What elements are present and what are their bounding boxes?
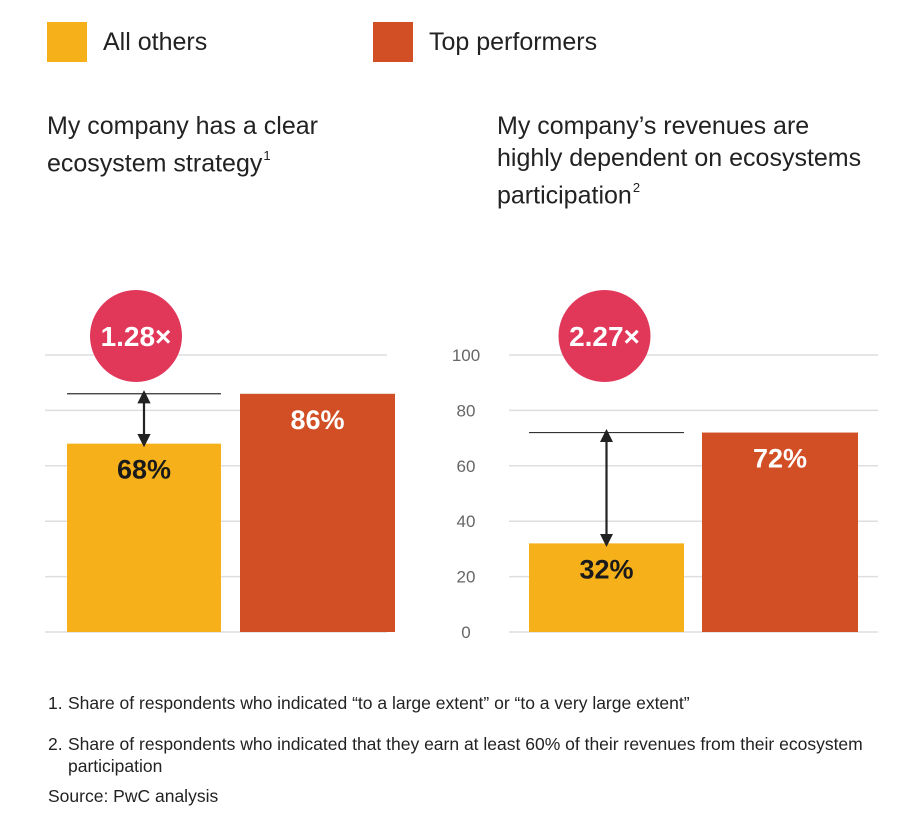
legend-item-all-others: All others xyxy=(47,22,207,62)
footnote-2: 2. Share of respondents who indicated tha… xyxy=(48,733,868,777)
chart-2-bar-all-others xyxy=(529,543,684,632)
legend-swatch-top-performers xyxy=(373,22,413,62)
chart-1-title-line-2-text: ecosystem strategy xyxy=(47,149,263,178)
chart-1-title-line-1: My company has a clear xyxy=(47,112,318,140)
chart-2-y-tick-label: 40 xyxy=(457,512,476,531)
chart-1-bar-all-others xyxy=(67,443,221,632)
chart-2-bar-top-performers xyxy=(702,432,858,632)
chart-1: 68% 86% 1.28× xyxy=(45,290,395,633)
chart-2-y-tick-label: 100 xyxy=(452,346,480,365)
chart-2-y-tick-label: 80 xyxy=(457,401,476,420)
footnote-2-number: 2. xyxy=(48,734,63,754)
chart-1-data-label-top-performers: 86% xyxy=(290,405,344,435)
chart-2-title-line-3-text: participation xyxy=(497,181,632,210)
chart-2-footnote-ref: 2 xyxy=(632,180,641,195)
footnote-1: 1. Share of respondents who indicated “to… xyxy=(48,692,868,714)
chart-2: 0 20 40 60 80 100 32% 72% 2.27× xyxy=(452,290,878,642)
chart-2-title-line-3: participation2 xyxy=(497,174,861,211)
chart-2-title-line-1: My company’s revenues are xyxy=(497,112,810,140)
footnote-2-text: Share of respondents who indicated that … xyxy=(68,734,863,776)
legend-item-top-performers: Top performers xyxy=(373,22,597,62)
chart-2-y-tick-label: 60 xyxy=(457,457,476,476)
chart-1-data-label-all-others: 68% xyxy=(117,455,171,485)
legend-label-top-performers: Top performers xyxy=(429,27,598,56)
chart-1-title-line-2: ecosystem strategy1 xyxy=(47,142,318,179)
legend-swatch-all-others xyxy=(47,22,87,62)
chart-1-ratio-badge xyxy=(90,290,182,382)
chart-1-title: My company has a clear ecosystem strateg… xyxy=(47,110,318,179)
chart-2-ratio-badge xyxy=(558,290,651,382)
chart-1-footnote-ref: 1 xyxy=(263,148,271,163)
footnote-1-text: Share of respondents who indicated “to a… xyxy=(68,693,690,713)
chart-2-ratio-label: 2.27× xyxy=(569,321,640,352)
chart-2-data-label-all-others: 32% xyxy=(579,554,633,584)
chart-1-ratio-label: 1.28× xyxy=(101,321,172,352)
chart-2-data-label-top-performers: 72% xyxy=(753,444,807,474)
legend-label-all-others: All others xyxy=(103,27,208,56)
chart-2-title-line-2: highly dependent on ecosystems xyxy=(497,144,862,172)
chart-2-y-tick-label: 20 xyxy=(457,568,476,587)
chart-2-y-tick-label: 0 xyxy=(461,623,470,642)
chart-1-bar-top-performers xyxy=(240,393,395,632)
footnote-1-number: 1. xyxy=(48,693,63,713)
source-note: Source: PwC analysis xyxy=(48,786,219,806)
chart-2-title: My company’s revenues are highly depende… xyxy=(497,110,861,211)
